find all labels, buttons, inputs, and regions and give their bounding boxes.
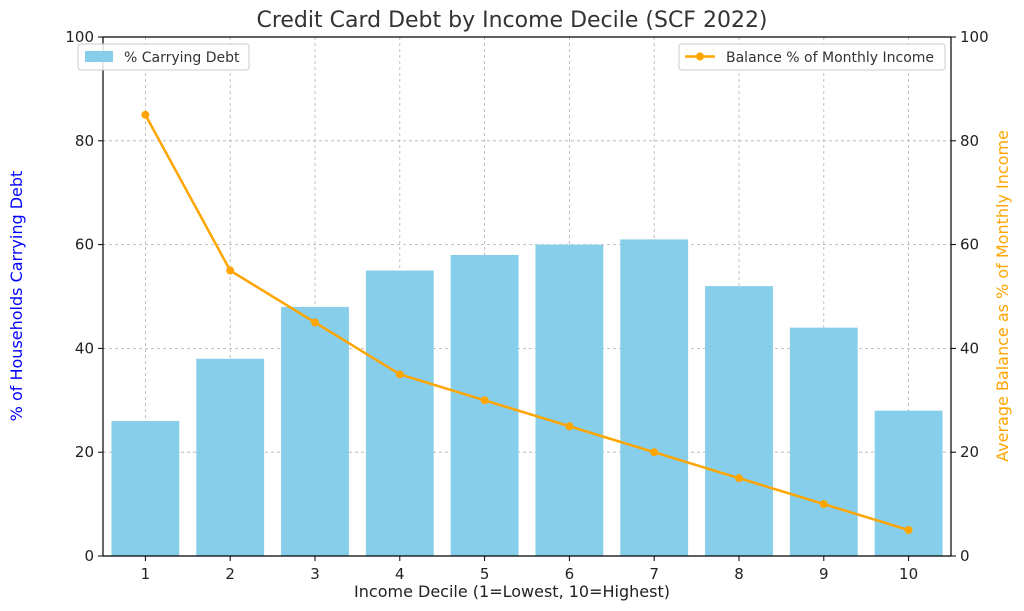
line-point bbox=[480, 396, 489, 405]
x-tick-label: 5 bbox=[480, 565, 490, 583]
legend-line-marker bbox=[696, 52, 704, 61]
line-point bbox=[226, 266, 235, 275]
label-layer: Credit Card Debt by Income Decile (SCF 2… bbox=[7, 8, 1012, 601]
legend-bars-swatch bbox=[85, 51, 113, 62]
bar bbox=[535, 244, 604, 556]
y-right-tick-label: 80 bbox=[960, 132, 979, 150]
legend-bars: % Carrying Debt bbox=[77, 43, 250, 71]
series-line bbox=[144, 114, 909, 532]
x-tick-label: 9 bbox=[819, 565, 829, 583]
line-point bbox=[650, 448, 659, 457]
bar bbox=[789, 327, 858, 556]
bar bbox=[705, 286, 773, 556]
legend-bars-label: % Carrying Debt bbox=[124, 50, 240, 66]
bar bbox=[620, 239, 689, 556]
x-tick-label: 8 bbox=[734, 565, 744, 583]
line-point bbox=[819, 500, 828, 509]
y-left-tick-label: 20 bbox=[75, 443, 94, 461]
y-left-tick-label: 80 bbox=[75, 132, 94, 150]
y-right-tick-label: 20 bbox=[960, 443, 979, 461]
legend-line: Balance % of Monthly Income bbox=[678, 43, 946, 71]
y-right-tick-label: 40 bbox=[960, 339, 979, 357]
bar bbox=[365, 270, 434, 556]
line-point bbox=[565, 422, 574, 431]
y-right-tick-label: 0 bbox=[960, 547, 970, 565]
bar bbox=[196, 358, 265, 556]
y-left-tick-label: 60 bbox=[75, 236, 94, 254]
y-left-tick-label: 0 bbox=[84, 547, 94, 565]
line-point bbox=[311, 318, 319, 327]
line-layer bbox=[141, 110, 913, 535]
x-tick-label: 2 bbox=[225, 565, 235, 583]
bar-layer bbox=[111, 239, 943, 557]
y-right-tick-label: 100 bbox=[960, 28, 989, 46]
y-axis-right-title: Average Balance as % of Monthly Income bbox=[993, 130, 1012, 462]
bar bbox=[111, 421, 180, 556]
x-tick-label: 6 bbox=[565, 565, 575, 583]
bar bbox=[450, 254, 519, 557]
y-axis-left-title: % of Households Carrying Debt bbox=[7, 171, 26, 422]
x-axis-title: Income Decile (1=Lowest, 10=Highest) bbox=[354, 582, 670, 601]
line-point bbox=[904, 526, 913, 535]
x-tick-label: 10 bbox=[899, 565, 918, 583]
bar bbox=[281, 306, 349, 556]
bar bbox=[874, 410, 943, 556]
legend-line-frame bbox=[678, 43, 946, 71]
line-point bbox=[141, 110, 150, 119]
x-tick-label: 3 bbox=[310, 565, 320, 583]
y-left-tick-label: 100 bbox=[65, 28, 94, 46]
x-tick-label: 4 bbox=[395, 565, 405, 583]
legend-line-label: Balance % of Monthly Income bbox=[726, 50, 934, 66]
legend-bars-frame bbox=[77, 43, 250, 71]
x-tick-label: 7 bbox=[649, 565, 659, 583]
line-point bbox=[735, 474, 743, 483]
y-right-tick-label: 60 bbox=[960, 236, 979, 254]
line-point bbox=[395, 370, 404, 379]
chart-title: Credit Card Debt by Income Decile (SCF 2… bbox=[256, 8, 767, 33]
y-left-tick-label: 40 bbox=[75, 339, 94, 357]
x-tick-label: 1 bbox=[141, 565, 151, 583]
